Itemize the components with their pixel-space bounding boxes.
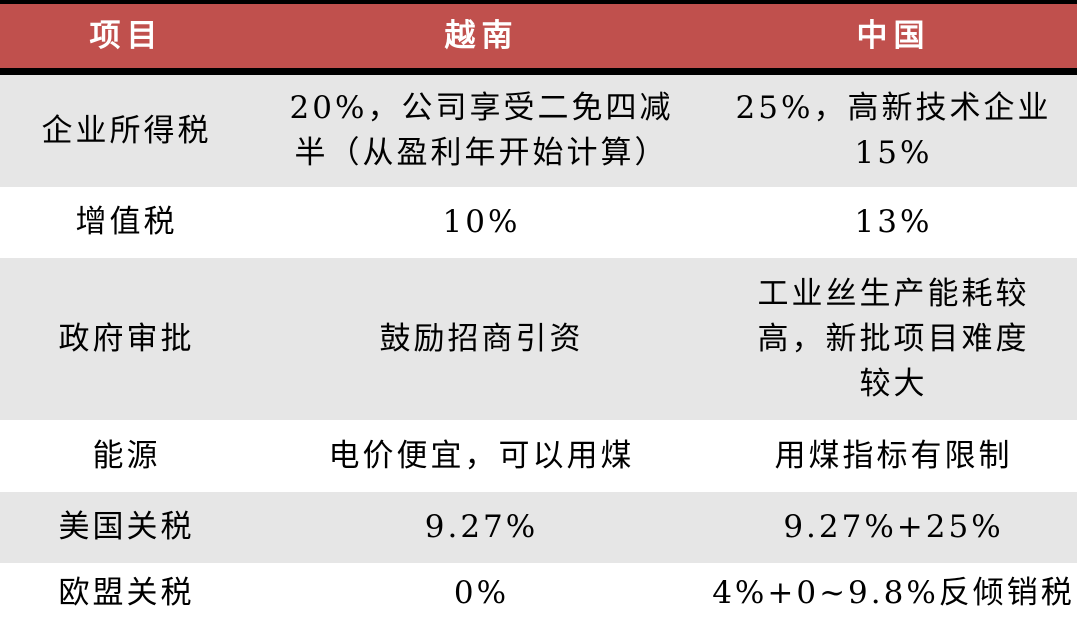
china-cell: 9.27%+25%: [783, 509, 1004, 545]
china-cell: 工业丝生产能耗较 高，新批项目难度 较大: [757, 275, 1030, 402]
row-label: 美国关税: [58, 509, 195, 545]
top-rule: [0, 0, 1077, 4]
row-label: 欧盟关税: [58, 575, 195, 611]
row-label: 企业所得税: [41, 112, 212, 149]
china-cell: 用煤指标有限制: [774, 437, 1013, 474]
table-row: 欧盟关税 0% 4%+0~9.8%反倾销税: [0, 563, 1077, 624]
header-item: 项目: [89, 17, 164, 54]
vietnam-cell: 鼓励招商引资: [379, 320, 584, 357]
vietnam-cell: 20%，公司享受二免四减 半（从盈利年开始计算）: [289, 90, 674, 171]
table-row: 增值税 10% 13%: [0, 187, 1077, 258]
table-row: 美国关税 9.27% 9.27%+25%: [0, 492, 1077, 563]
row-label: 增值税: [75, 204, 178, 240]
header-rule: [0, 68, 1077, 75]
row-label: 政府审批: [58, 320, 195, 357]
china-cell: 4%+0~9.8%反倾销税: [712, 575, 1075, 611]
vietnam-cell: 0%: [453, 575, 510, 611]
vietnam-cell: 电价便宜，可以用煤: [328, 437, 635, 474]
header-vietnam: 越南: [444, 17, 519, 54]
row-label: 能源: [92, 437, 161, 474]
china-cell: 13%: [854, 204, 933, 240]
vietnam-cell: 10%: [442, 204, 521, 240]
table-row: 企业所得税 20%，公司享受二免四减 半（从盈利年开始计算） 25%，高新技术企…: [0, 75, 1077, 187]
header-row: 项目 越南 中国: [0, 4, 1077, 68]
table-row: 能源 电价便宜，可以用煤 用煤指标有限制: [0, 420, 1077, 492]
china-cell: 25%，高新技术企业 15%: [735, 90, 1052, 171]
vietnam-cell: 9.27%: [424, 509, 539, 545]
header-china: 中国: [856, 17, 931, 54]
table-row: 政府审批 鼓励招商引资 工业丝生产能耗较 高，新批项目难度 较大: [0, 258, 1077, 420]
